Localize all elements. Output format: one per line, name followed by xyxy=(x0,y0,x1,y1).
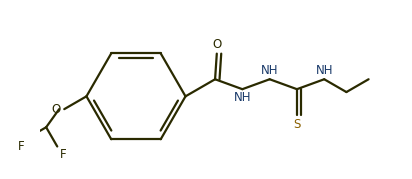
Text: O: O xyxy=(212,38,221,51)
Text: NH: NH xyxy=(316,64,333,77)
Text: F: F xyxy=(60,148,67,161)
Text: NH: NH xyxy=(234,91,251,104)
Text: F: F xyxy=(18,140,24,153)
Text: O: O xyxy=(51,103,60,116)
Text: S: S xyxy=(293,118,301,130)
Text: NH: NH xyxy=(261,64,279,77)
